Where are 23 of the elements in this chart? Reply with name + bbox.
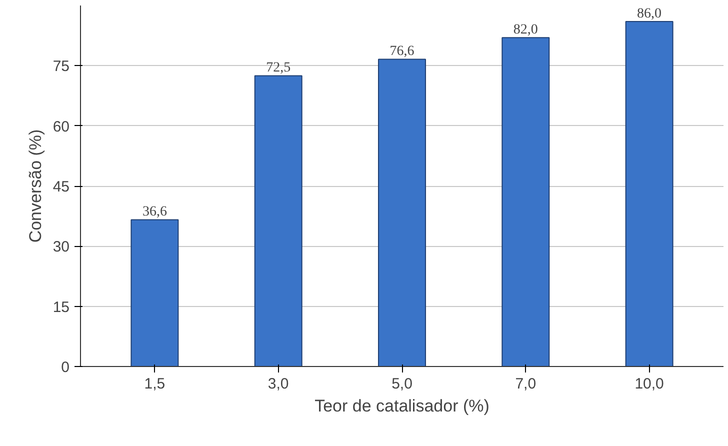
x-tick-label: 3,0 [268,376,289,392]
y-tick-label: 15 [52,298,70,316]
bar [502,37,550,366]
x-tick-label: 5,0 [392,376,412,392]
bar [254,75,302,366]
bar [378,58,426,366]
bar [625,21,674,366]
x-tick-label: 1,5 [144,376,166,392]
x-tick-label: 7,0 [515,376,536,392]
y-axis-title: Conversão (%) [26,129,45,243]
y-tick-label: 30 [52,238,70,256]
y-tick-label: 0 [61,359,70,376]
y-tick-label: 45 [52,178,70,196]
data-label: 82,0 [513,22,538,38]
bar [130,219,179,366]
y-tick-label: 75 [52,58,70,76]
y-tick-label: 60 [52,118,70,136]
data-label: 72,5 [266,60,291,76]
data-label: 36,6 [142,204,167,220]
x-tick-label: 10,0 [634,376,664,392]
data-label: 76,6 [390,44,414,60]
data-label: 86,0 [637,6,662,22]
x-axis-title: Teor de catalisador (%) [314,396,490,416]
